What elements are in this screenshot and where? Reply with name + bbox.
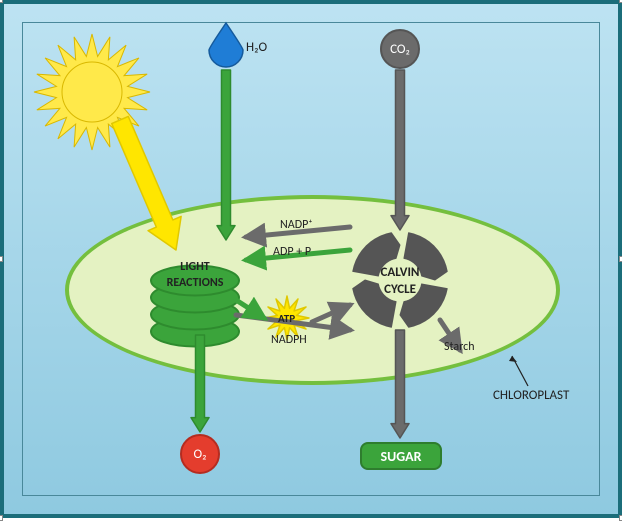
co2-text: CO₂ [390,42,410,57]
adp-p-label: ADP + P [273,245,311,259]
calvin-cycle-label: CALVINCYCLE [362,265,438,299]
resize-handle-w-icon [0,256,3,262]
o2-circle: O₂ [180,434,220,474]
chloroplast-label: CHLOROPLAST [493,388,569,403]
starch-label: Starch [444,340,475,354]
h2o-label: H₂O [246,40,267,55]
co2-circle: CO₂ [380,29,420,69]
sugar-box: SUGAR [360,442,442,470]
o2-text: O₂ [194,447,207,462]
nadph-label: NADPH [271,333,307,347]
sugar-text: SUGAR [380,448,421,465]
calvin-cycle-text: CALVINCYCLE [381,265,420,297]
resize-handle-sw-icon [0,515,3,521]
resize-handle-nw-icon [0,0,3,3]
nadp-label: NADP⁺ [280,218,313,232]
atp-label: ATP [278,312,295,325]
diagram-canvas: H₂O CO₂ LIGHTREACTIONS CALVINCYCLE NADP⁺… [0,0,622,518]
